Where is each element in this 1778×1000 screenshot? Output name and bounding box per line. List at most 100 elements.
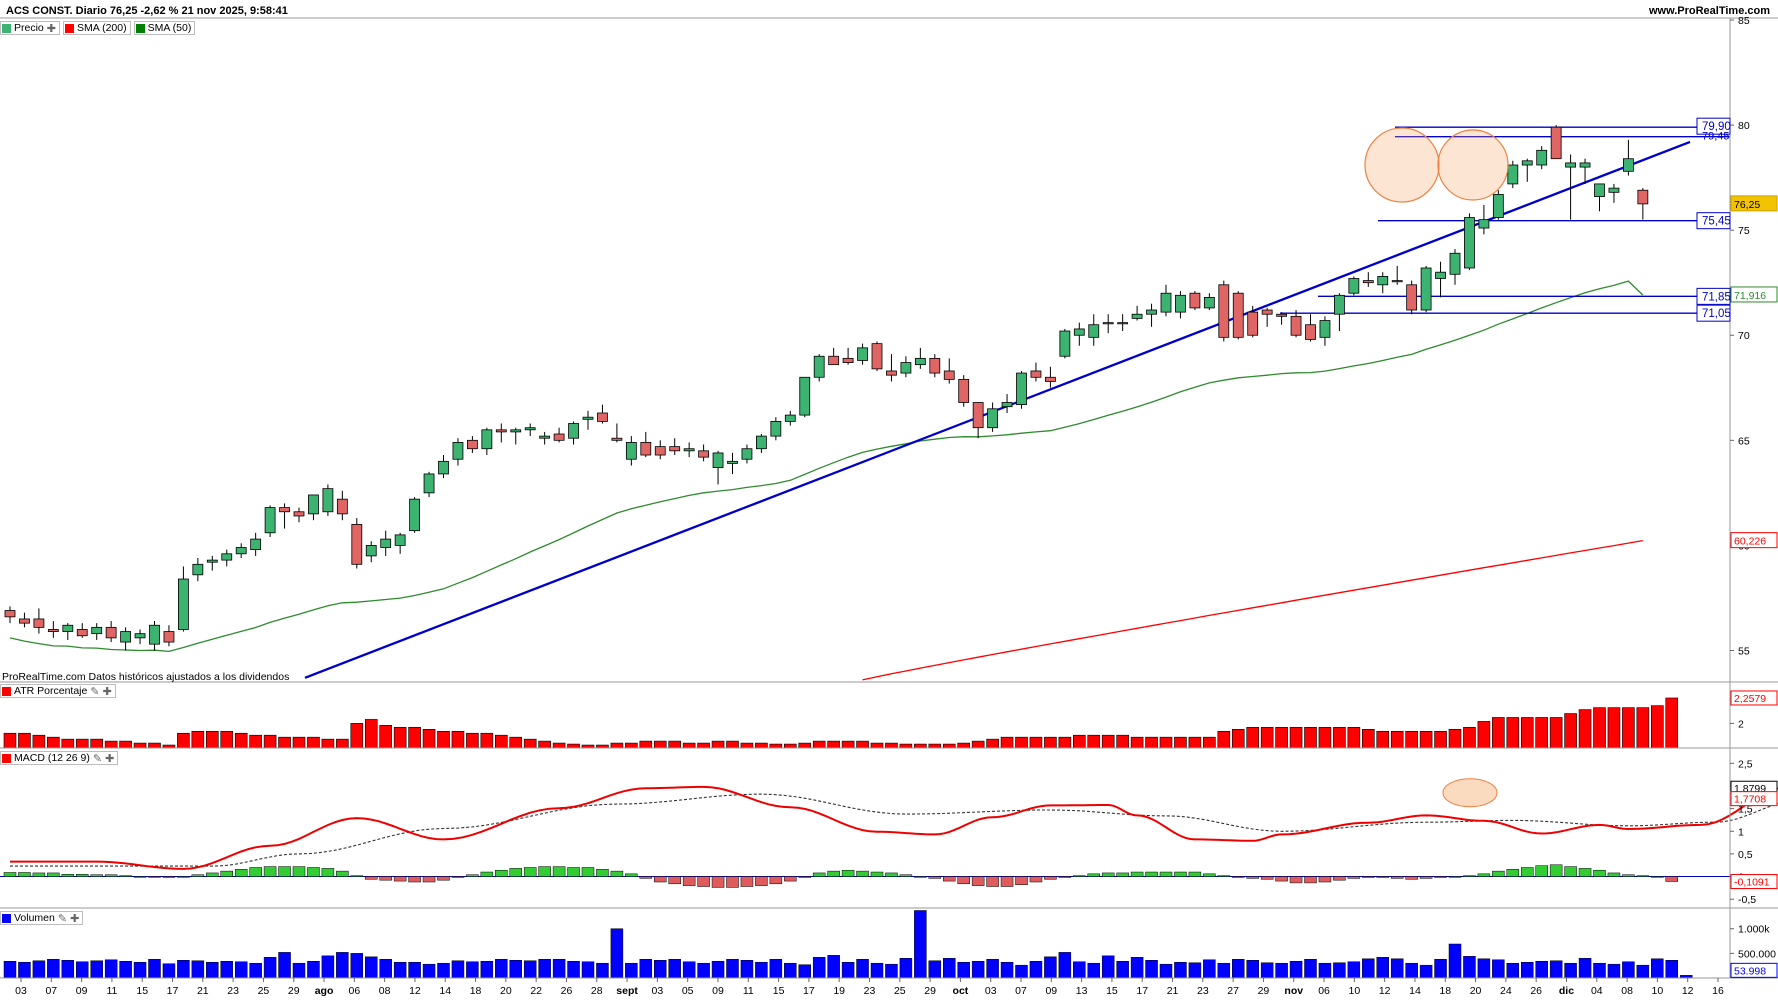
macd-hist-bar <box>1275 876 1288 882</box>
atr-bar <box>870 742 884 749</box>
volume-bar <box>784 962 797 979</box>
x-tick-label: 14 <box>1409 985 1421 997</box>
candle <box>1420 267 1432 311</box>
x-tick-label: 15 <box>136 985 148 997</box>
candle <box>640 442 652 456</box>
candle <box>1203 297 1215 309</box>
x-tick-label: nov <box>1284 985 1303 997</box>
add-icon[interactable]: ✚ <box>70 912 80 925</box>
legend-price[interactable]: Precio ✚ <box>0 21 60 35</box>
atr-bar <box>1145 736 1158 749</box>
legend-volume[interactable]: Volumen ✎ ✚ <box>0 911 84 925</box>
macd-hist-bar <box>1246 876 1259 879</box>
volume-bar <box>538 959 551 979</box>
atr-bar <box>928 743 942 749</box>
add-icon[interactable]: ✚ <box>46 22 56 35</box>
volume-bar <box>971 960 985 979</box>
candle <box>1319 320 1331 338</box>
candle <box>134 633 146 639</box>
candle <box>250 538 262 550</box>
candle <box>582 416 594 420</box>
candle <box>1594 183 1605 197</box>
axes: 8580757065605579,9079,4575,4571,8571,057… <box>0 15 1778 997</box>
source-note: ProRealTime.com Datos históricos ajustad… <box>2 671 290 683</box>
legend-atr[interactable]: ATR Porcentaje ✎ ✚ <box>0 684 116 698</box>
macd-hist-bar <box>234 869 248 877</box>
atr-bar <box>1217 730 1231 749</box>
atr-bar <box>625 742 638 749</box>
level-label-box <box>1696 212 1731 230</box>
atr-bar <box>3 732 17 749</box>
macd-hist-bar <box>61 874 75 877</box>
atr-bar <box>451 730 465 749</box>
level-label-box <box>1696 304 1731 322</box>
x-tick-label: 03 <box>985 985 997 997</box>
atr-bar <box>292 736 306 749</box>
atr-bar <box>1347 727 1361 749</box>
candle <box>1146 309 1157 315</box>
add-icon[interactable]: ✚ <box>102 685 112 698</box>
volume-bar <box>206 961 219 979</box>
legend-sma200[interactable]: SMA (200) <box>62 21 131 35</box>
legend-sma50[interactable]: SMA (50) <box>133 21 196 35</box>
legend-macd-label: MACD (12 26 9) <box>14 752 90 764</box>
macd-hist-bar <box>336 870 349 877</box>
atr-bar <box>1116 734 1129 749</box>
volume-bar <box>1376 957 1389 979</box>
wrench-icon[interactable]: ✎ <box>90 685 100 698</box>
candle <box>91 626 103 635</box>
x-tick-label: 25 <box>894 985 906 997</box>
site-link[interactable]: www.ProRealTime.com <box>1648 5 1770 17</box>
macd-hist-bar <box>220 870 233 877</box>
volume-bar <box>437 962 450 979</box>
macd-hist-bar <box>451 876 465 878</box>
candle <box>279 507 290 513</box>
x-tick-label: 19 <box>833 985 845 997</box>
atr-bar <box>133 742 147 749</box>
add-icon[interactable]: ✚ <box>105 752 115 765</box>
macd-hist-bar <box>263 866 277 877</box>
legend-macd[interactable]: MACD (12 26 9) ✎ ✚ <box>0 751 119 765</box>
candle <box>62 624 74 632</box>
price-legend: Precio ✚ SMA (200) SMA (50) <box>0 21 196 35</box>
candle <box>1045 376 1056 382</box>
candle <box>842 357 854 363</box>
candle <box>351 523 363 565</box>
x-tick-label: 26 <box>561 985 573 997</box>
macd-hist-bar <box>538 866 551 877</box>
atr-bar <box>1405 730 1418 749</box>
macd-hist-bar <box>480 871 494 877</box>
volume-bar <box>509 960 522 979</box>
wrench-icon[interactable]: ✎ <box>57 912 68 925</box>
candle <box>1464 217 1475 269</box>
x-tick-label: 17 <box>803 985 815 997</box>
volume-bar <box>1087 962 1100 979</box>
atr-bar <box>1564 713 1577 749</box>
atr-bar <box>1073 734 1086 749</box>
atr-bar <box>711 740 725 749</box>
macd-hist-bar <box>596 869 609 877</box>
volume-bar <box>1318 962 1332 979</box>
volume-bar <box>986 959 999 979</box>
atr-bar <box>206 730 219 749</box>
macd-hist-bar <box>90 874 103 877</box>
candle <box>770 421 782 437</box>
candle <box>669 446 681 452</box>
candle <box>1102 322 1114 325</box>
wrench-icon[interactable]: ✎ <box>92 752 103 765</box>
candle <box>625 442 637 460</box>
candle <box>365 544 377 557</box>
atr-bar <box>336 738 349 749</box>
x-tick-label: 04 <box>1591 985 1603 997</box>
volume-bar <box>885 963 898 979</box>
x-tick-label: 17 <box>1136 985 1148 997</box>
macd-flag-label: 1,7708 <box>1734 794 1766 806</box>
volume-bar <box>1622 961 1635 979</box>
volume-bar <box>928 960 942 979</box>
volume-bar <box>234 961 248 979</box>
macd-legend: MACD (12 26 9) ✎ ✚ <box>0 751 119 765</box>
x-tick-label: 29 <box>1258 985 1270 997</box>
atr-bar <box>1535 717 1548 749</box>
candle <box>322 488 334 513</box>
